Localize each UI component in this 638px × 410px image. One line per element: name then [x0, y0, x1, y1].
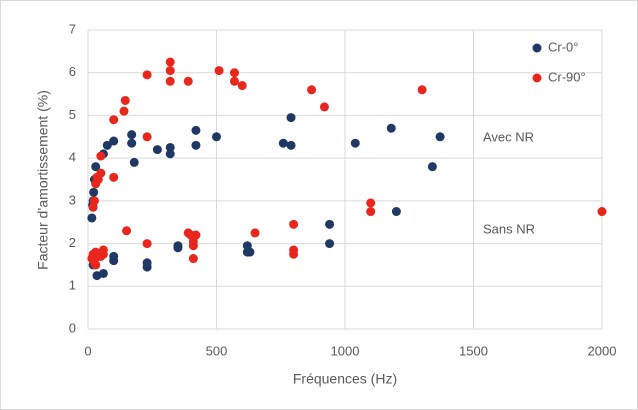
- data-point: [120, 95, 130, 105]
- y-tick-label: 0: [69, 320, 76, 335]
- data-point: [350, 138, 360, 148]
- data-point: [435, 132, 445, 142]
- y-tick-label: 1: [69, 278, 76, 293]
- y-axis-label: Facteur d’amortissement (%): [35, 90, 51, 270]
- data-point: [242, 247, 252, 257]
- data-point: [286, 113, 296, 123]
- data-point: [386, 123, 396, 133]
- x-tick-label: 500: [206, 343, 228, 358]
- data-point: [165, 76, 175, 86]
- data-point: [237, 81, 247, 91]
- data-point: [286, 140, 296, 150]
- data-point: [191, 125, 201, 135]
- data-point: [142, 70, 152, 80]
- data-point: [427, 162, 437, 172]
- data-point: [87, 213, 97, 223]
- data-point: [142, 132, 152, 142]
- y-tick-label: 3: [69, 192, 76, 207]
- data-point: [278, 138, 288, 148]
- data-point: [109, 115, 119, 125]
- data-point: [109, 136, 119, 146]
- data-point: [127, 138, 137, 148]
- data-point: [165, 142, 175, 152]
- data-point: [109, 172, 119, 182]
- data-point: [109, 256, 119, 266]
- data-point: [214, 66, 224, 76]
- data-point: [289, 249, 299, 259]
- annotation: Sans NR: [483, 221, 535, 236]
- data-point: [417, 85, 427, 95]
- legend-marker: [532, 73, 542, 83]
- data-point: [391, 207, 401, 217]
- data-point: [129, 157, 139, 167]
- y-tick-label: 4: [69, 150, 76, 165]
- data-point: [165, 66, 175, 76]
- data-point: [319, 102, 329, 112]
- x-tick-label: 1000: [331, 343, 360, 358]
- data-point: [289, 219, 299, 229]
- x-tick-label: 0: [84, 343, 91, 358]
- y-tick-label: 5: [69, 107, 76, 122]
- data-point: [127, 130, 137, 140]
- data-point: [165, 57, 175, 67]
- data-point: [307, 85, 317, 95]
- data-point: [188, 254, 198, 264]
- x-tick-label: 2000: [588, 343, 617, 358]
- data-point: [122, 226, 132, 236]
- legend-label: Cr-90°: [548, 69, 586, 84]
- legend-marker: [532, 43, 542, 53]
- data-point: [173, 243, 183, 253]
- data-point: [366, 207, 376, 217]
- data-point: [325, 239, 335, 249]
- data-point: [366, 198, 376, 208]
- data-point: [96, 151, 106, 161]
- data-point: [325, 219, 335, 229]
- data-point: [183, 76, 193, 86]
- data-point: [212, 132, 221, 142]
- data-point: [96, 168, 106, 178]
- data-point: [165, 149, 175, 159]
- data-point: [183, 228, 193, 238]
- data-point: [142, 239, 152, 249]
- data-point: [92, 271, 102, 281]
- data-point: [191, 140, 201, 150]
- data-point: [229, 68, 239, 78]
- legend-label: Cr-0°: [548, 39, 578, 54]
- data-point: [91, 260, 101, 270]
- data-point: [250, 228, 260, 238]
- data-point: [91, 162, 101, 172]
- data-point: [89, 196, 99, 206]
- data-point: [142, 262, 152, 272]
- y-tick-label: 2: [69, 235, 76, 250]
- data-point: [229, 76, 239, 86]
- data-point: [152, 145, 162, 155]
- x-axis-label: Fréquences (Hz): [293, 371, 397, 387]
- annotation: Avec NR: [483, 129, 534, 144]
- data-point: [597, 207, 607, 217]
- x-tick-label: 1500: [459, 343, 488, 358]
- y-tick-label: 7: [69, 21, 76, 36]
- data-point: [102, 140, 112, 150]
- data-point: [119, 106, 129, 116]
- y-tick-label: 6: [69, 64, 76, 79]
- data-point: [191, 230, 201, 240]
- data-point: [89, 187, 99, 197]
